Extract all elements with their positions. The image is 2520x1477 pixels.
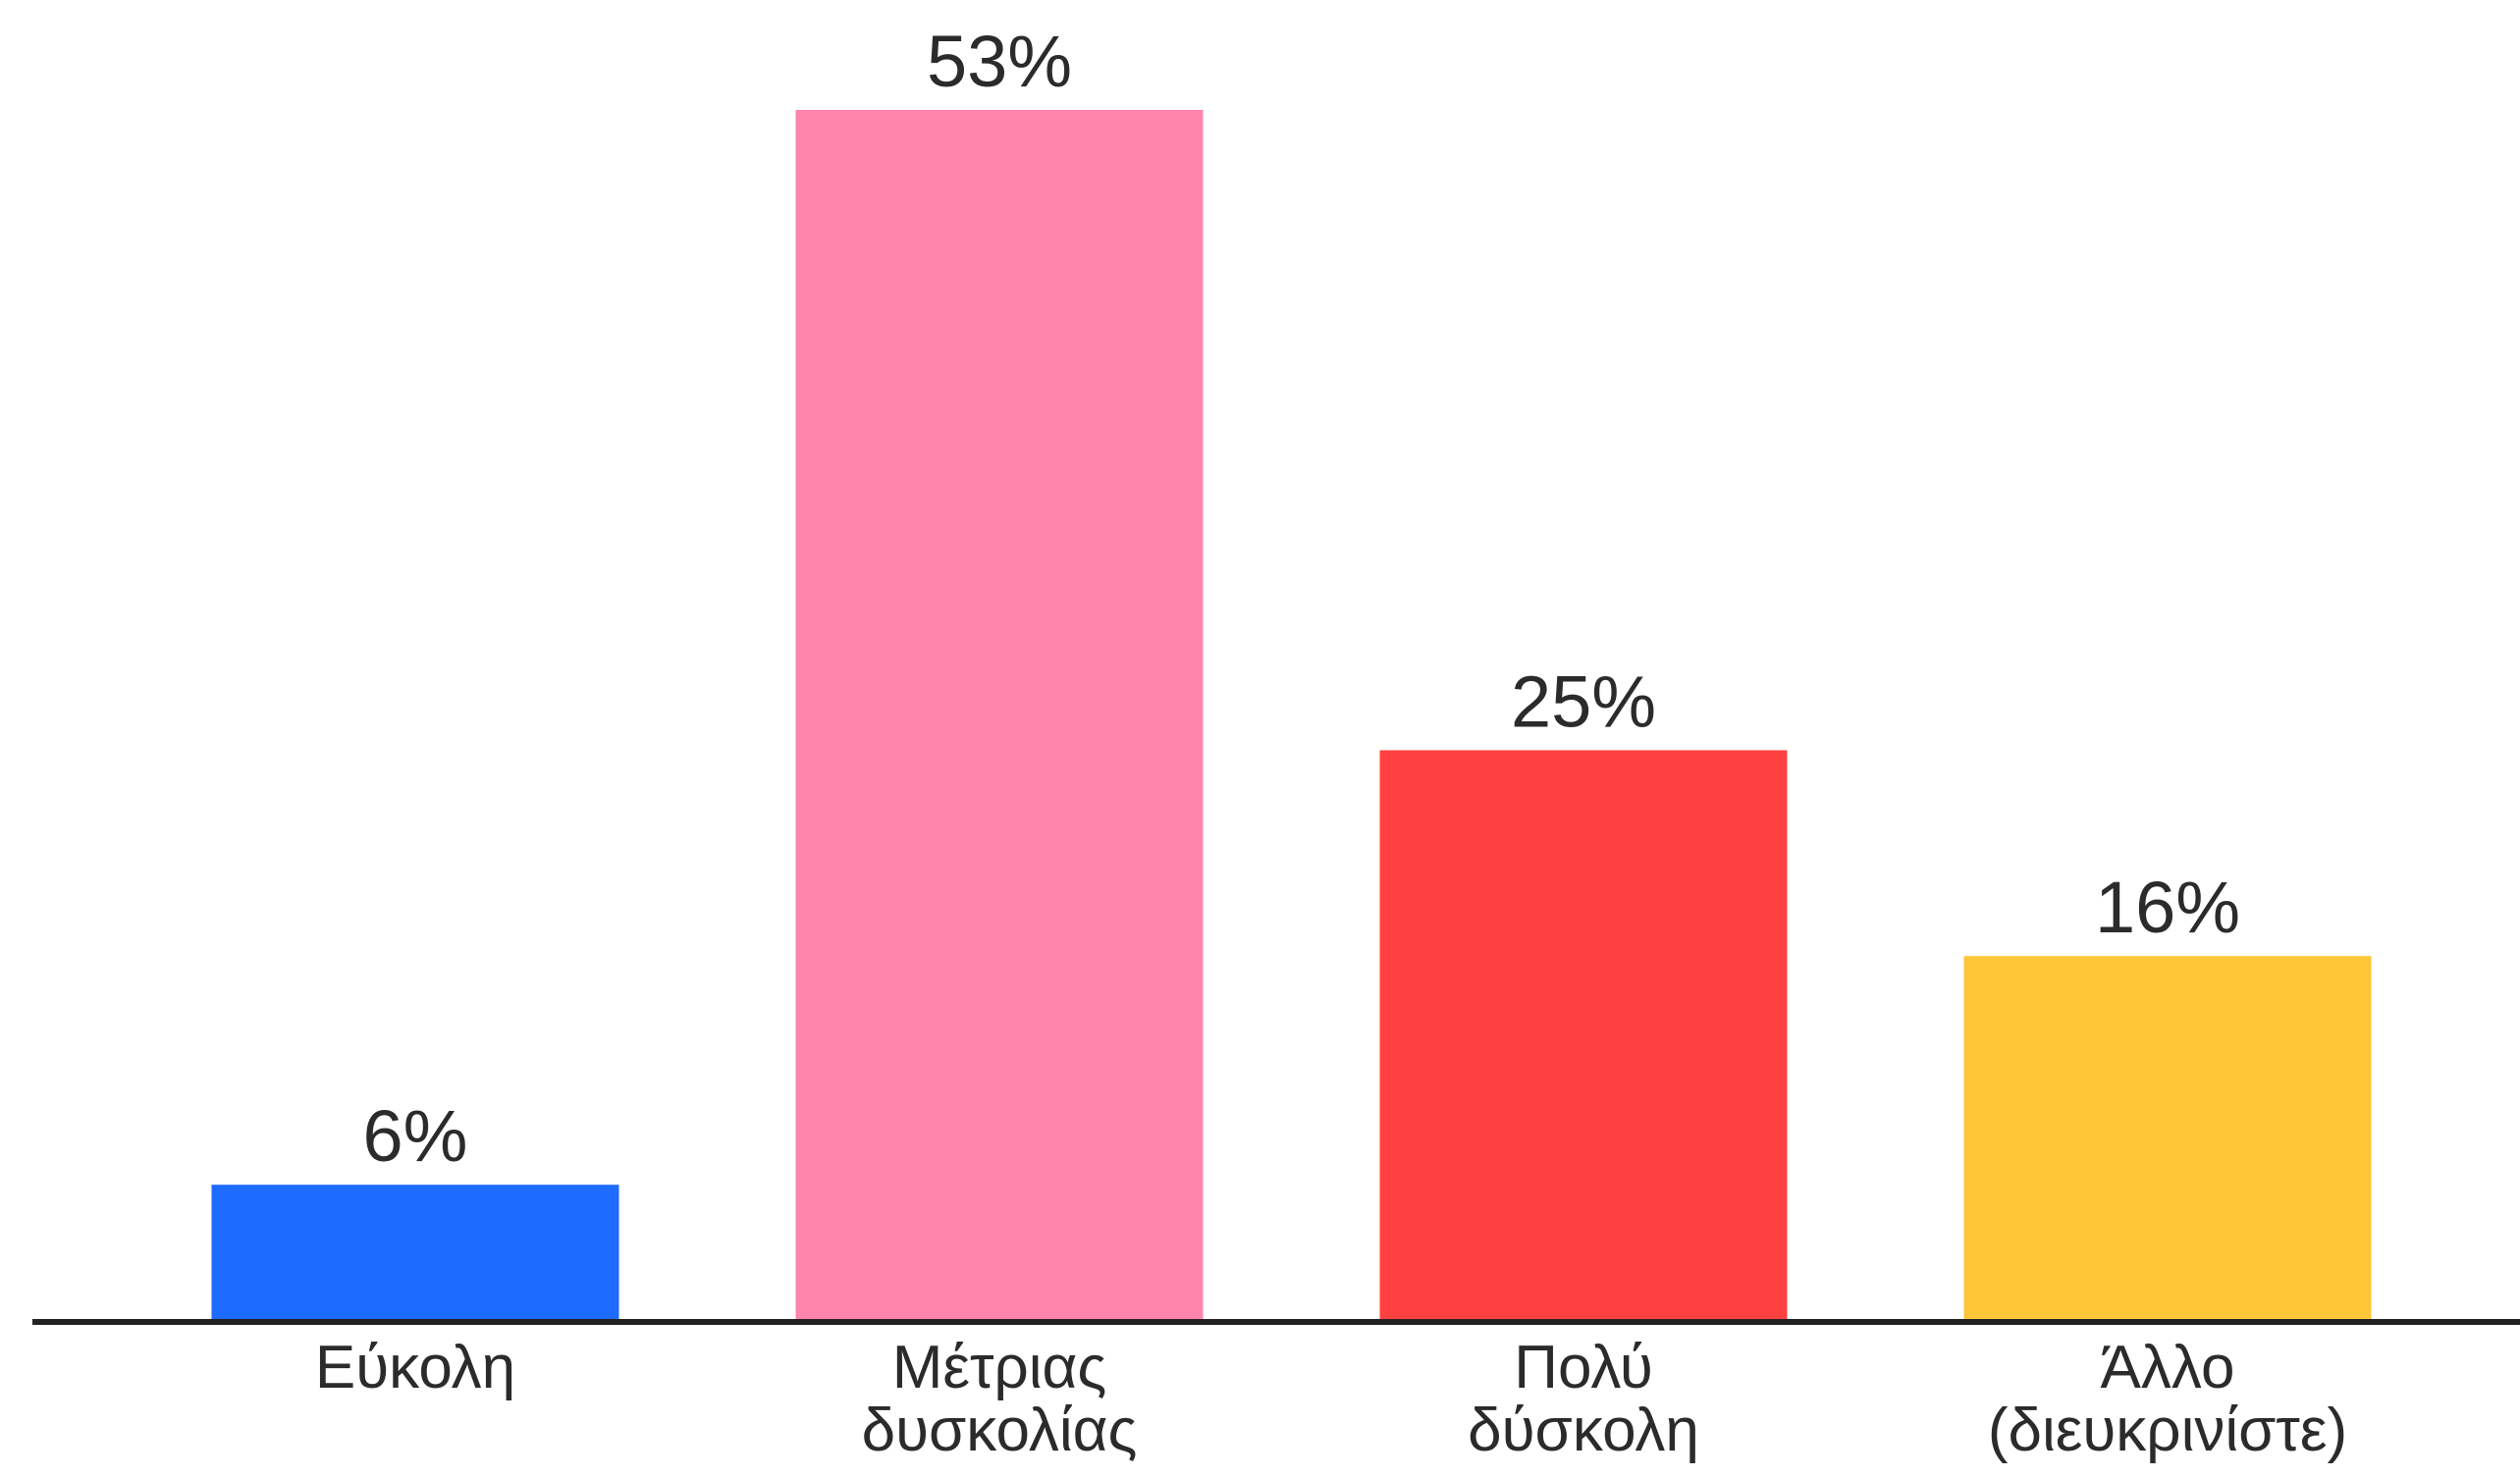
bar-3 bbox=[1379, 750, 1788, 1322]
bars-layer bbox=[211, 110, 2372, 1322]
category-label-3: Πολύ δύσκολη bbox=[1468, 1334, 1699, 1464]
category-label-1: Εύκολη bbox=[315, 1334, 515, 1401]
category-label-line: Εύκολη bbox=[315, 1334, 515, 1401]
value-label-3: 25% bbox=[1511, 660, 1656, 742]
bar-1 bbox=[211, 1185, 619, 1322]
category-label-4: Άλλο (διευκρινίστε) bbox=[1988, 1334, 2347, 1464]
value-label-4: 16% bbox=[2095, 867, 2240, 948]
category-label-line: Πολύ bbox=[1514, 1334, 1653, 1401]
category-label-line: δύσκολη bbox=[1468, 1397, 1699, 1464]
value-label-2: 53% bbox=[927, 21, 1072, 102]
value-label-1: 6% bbox=[363, 1095, 468, 1177]
bar-4 bbox=[1963, 956, 2372, 1322]
category-labels-layer: Εύκολη Μέτριας δυσκολίας Πολύ δύσκολη Άλλο (δι… bbox=[315, 1334, 2347, 1464]
category-label-line: Άλλο bbox=[2101, 1334, 2235, 1401]
category-label-2: Μέτριας δυσκολίας bbox=[862, 1334, 1138, 1464]
category-label-line: (διευκρινίστε) bbox=[1988, 1397, 2347, 1464]
bar-2 bbox=[795, 110, 1204, 1322]
value-labels-layer: 6% 53% 25% 16% bbox=[363, 21, 2241, 1177]
category-label-line: Μέτριας bbox=[892, 1334, 1107, 1401]
category-label-line: δυσκολίας bbox=[862, 1397, 1138, 1464]
